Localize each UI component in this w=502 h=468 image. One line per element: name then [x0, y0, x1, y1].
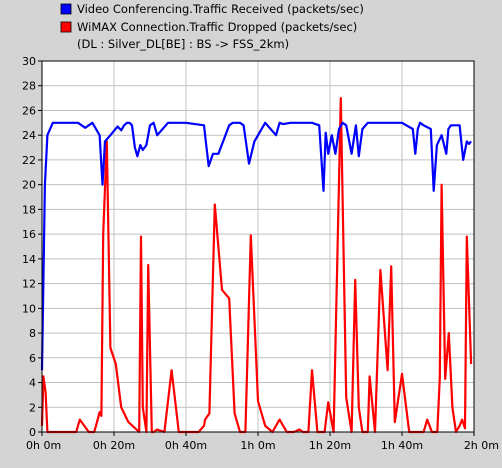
- y-tick-label: 18: [22, 203, 36, 216]
- legend-swatch-blue: [60, 3, 72, 15]
- y-tick-label: 24: [22, 129, 36, 142]
- x-tick-label: 0h 40m: [165, 439, 207, 452]
- y-tick-label: 2: [29, 401, 36, 414]
- legend-label-connection: (DL : Silver_DL[BE] : BS -> FSS_2km): [77, 37, 289, 51]
- x-axis: 0h 0m 0h 20m 0h 40m 1h 0m 1h 20m 1h 40m 2h 0m: [26, 432, 499, 452]
- y-tick-label: 14: [22, 253, 36, 266]
- series-traffic-received-line: [40, 121, 472, 371]
- x-tick-label: 1h 20m: [309, 439, 351, 452]
- y-tick-label: 4: [29, 377, 36, 390]
- y-tick-label: 8: [29, 327, 36, 340]
- legend-label-dropped: WiMAX Connection.Traffic Dropped (packet…: [77, 20, 357, 34]
- x-tick-label: 0h 20m: [93, 439, 135, 452]
- y-tick-label: 12: [22, 278, 36, 291]
- y-tick-label: 26: [22, 104, 36, 117]
- chart-legend: Video Conferencing.Traffic Received (pac…: [60, 2, 364, 51]
- y-tick-label: 20: [22, 179, 36, 192]
- x-tick-label: 1h 0m: [240, 439, 275, 452]
- y-tick-label: 30: [22, 55, 36, 68]
- y-tick-label: 28: [22, 80, 36, 93]
- y-tick-label: 10: [22, 302, 36, 315]
- x-tick-label: 2h 0m: [464, 439, 499, 452]
- legend-swatch-red: [60, 21, 72, 33]
- y-tick-label: 22: [22, 154, 36, 167]
- y-tick-label: 0: [29, 426, 36, 439]
- x-tick-label: 0h 0m: [26, 439, 61, 452]
- y-tick-label: 16: [22, 228, 36, 241]
- legend-label-received: Video Conferencing.Traffic Received (pac…: [77, 2, 364, 16]
- x-tick-label: 1h 40m: [381, 439, 423, 452]
- y-tick-label: 6: [29, 352, 36, 365]
